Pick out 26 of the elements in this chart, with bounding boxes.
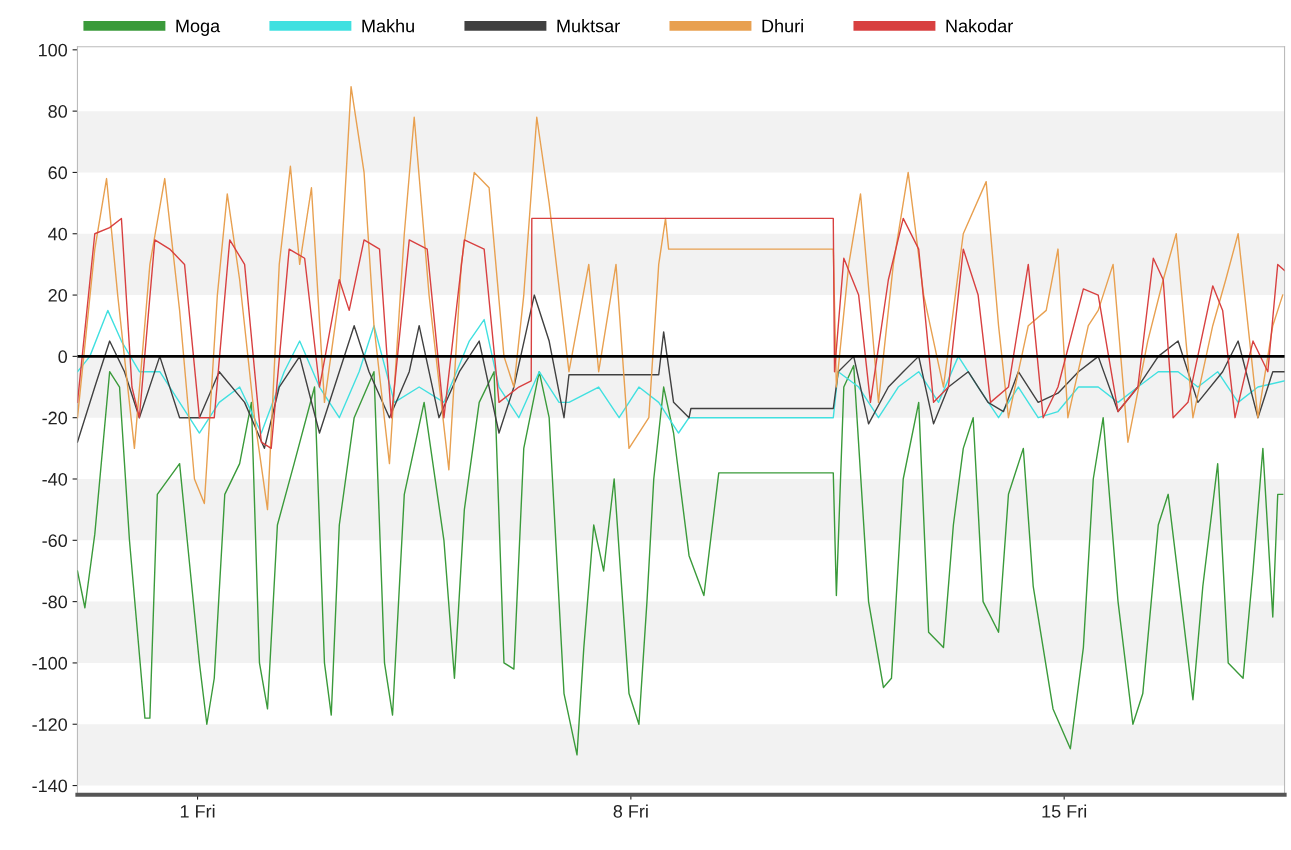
x-tick-label: 1 Fri bbox=[180, 804, 215, 818]
y-tick-label: 80 bbox=[48, 105, 68, 118]
line-series bbox=[77, 217, 1285, 450]
line-series bbox=[77, 364, 1284, 756]
y-tick-label: 40 bbox=[48, 227, 68, 241]
legend-label: Muktsar bbox=[557, 19, 620, 33]
legend-label: Moga bbox=[176, 19, 221, 36]
legend-label: Dhuri bbox=[762, 19, 803, 33]
x-tick-label: 15 Fri bbox=[1042, 804, 1087, 818]
y-tick-label: -20 bbox=[42, 411, 68, 425]
y-tick-label: 20 bbox=[48, 289, 68, 302]
line-series bbox=[77, 294, 1285, 450]
y-tick-label: -80 bbox=[42, 595, 68, 609]
line-series bbox=[77, 309, 1285, 434]
x-tick-label: 8 Fri bbox=[613, 804, 648, 818]
legend-label: Makhu bbox=[362, 19, 414, 33]
y-tick-label: -60 bbox=[42, 534, 68, 548]
y-tick-label: -120 bbox=[32, 718, 68, 731]
y-tick-label: -40 bbox=[42, 472, 68, 486]
y-tick-label: 100 bbox=[38, 43, 68, 57]
line-series bbox=[77, 85, 1284, 511]
y-tick-label: -100 bbox=[32, 656, 68, 670]
y-tick-label: 0 bbox=[58, 350, 68, 364]
legend-label: Nakodar bbox=[946, 19, 1013, 33]
y-tick-label: 60 bbox=[48, 166, 68, 180]
y-tick-label: -140 bbox=[32, 779, 68, 793]
